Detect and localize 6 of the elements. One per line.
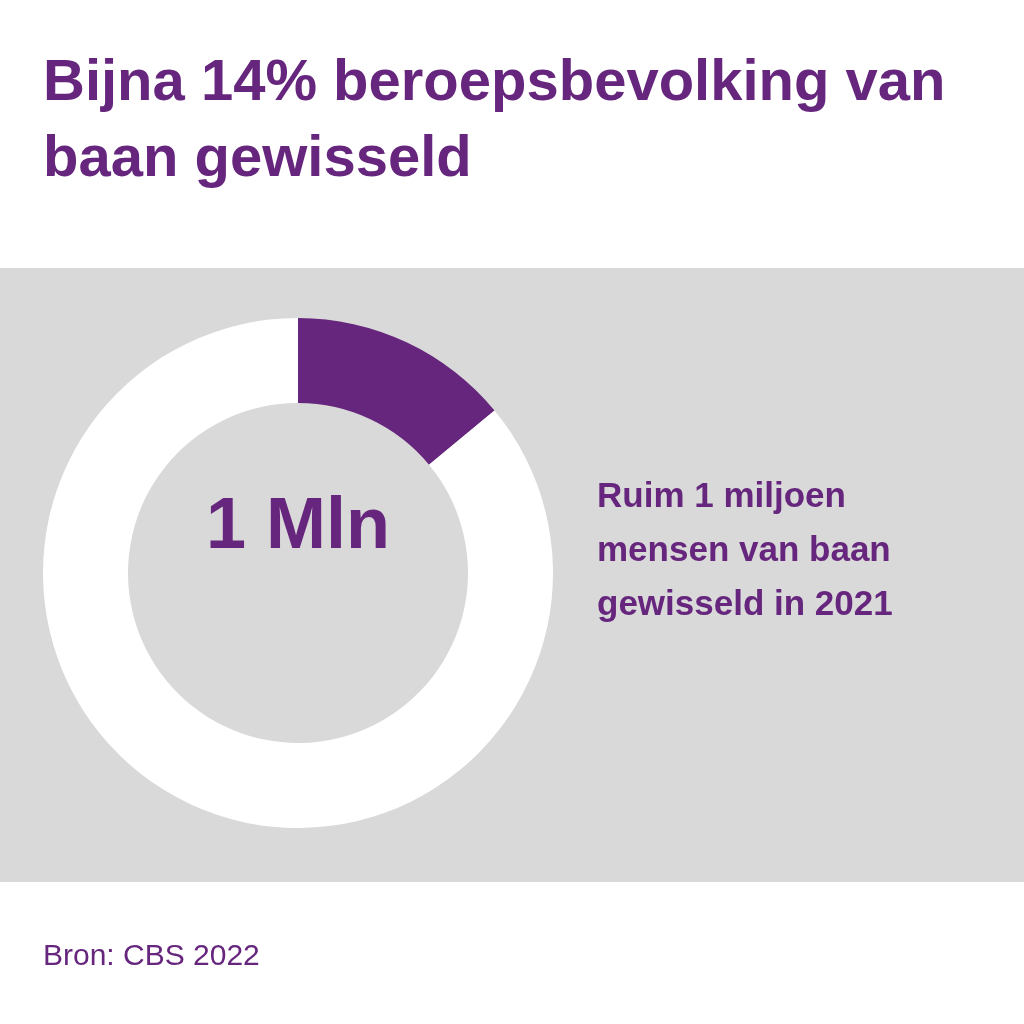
donut-slice bbox=[298, 318, 495, 465]
chart-title: Bijna 14% beroepsbevolking van baan gewisseld bbox=[43, 46, 947, 190]
text: Ruim 1 miljoen mensen van baan gewisseld in 2021 bbox=[597, 474, 894, 624]
text: 1 Mln bbox=[205, 482, 391, 564]
donut-slice bbox=[43, 318, 553, 828]
text: Bron: CBS 2022 bbox=[43, 938, 260, 972]
